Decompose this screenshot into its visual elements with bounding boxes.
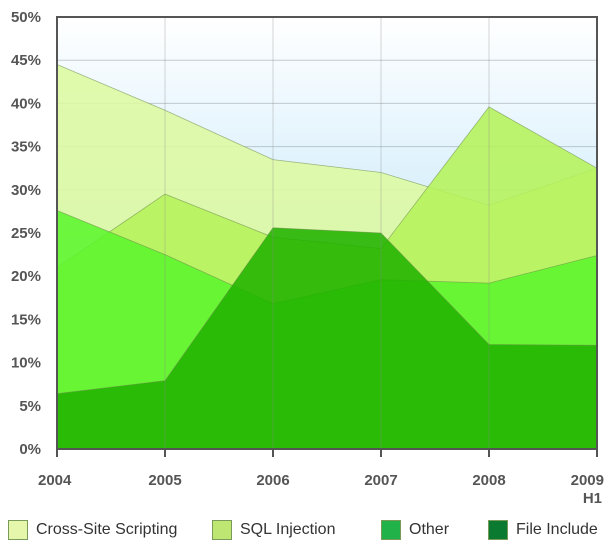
area-chart: 0% 5% 10% 15% 20% 25% 30% 35% 40% 45% 50% 2004 2005… [11, 9, 604, 507]
x-tick-label: 2005 [148, 472, 181, 489]
area-series-file-include [57, 227, 597, 449]
legend-swatch [8, 520, 28, 540]
legend-item-other: Other [381, 518, 449, 542]
y-tick-label: 35% [11, 139, 41, 156]
y-tick-label: 30% [11, 182, 41, 199]
y-tick-label: 15% [11, 311, 41, 328]
y-axis-ticks: 0% 5% 10% 15% 20% 25% 30% 35% 40% 45% 50% [11, 9, 41, 458]
legend-item-cross-site-scripting: Cross-Site Scripting [8, 518, 177, 542]
x-tick-label: 2007 [364, 472, 397, 489]
y-tick-label: 10% [11, 355, 41, 372]
y-tick-label: 0% [19, 441, 41, 458]
y-tick-label: 45% [11, 52, 41, 69]
legend-item-file-include: File Include [488, 518, 598, 542]
axes [56, 16, 598, 457]
legend-label: Cross-Site Scripting [36, 521, 178, 538]
legend-swatch [488, 520, 508, 540]
y-tick-label: 5% [19, 398, 41, 415]
y-tick-label: 25% [11, 225, 41, 242]
plot-frame [56, 16, 598, 450]
legend-swatch [381, 520, 401, 540]
legend-item-sql-injection: SQL Injection [212, 518, 335, 542]
legend-swatch [212, 520, 232, 540]
series-areas [56, 64, 598, 450]
x-tick-sublabel: H1 [583, 490, 602, 507]
x-tick-label: 2004 [38, 472, 72, 489]
x-tick-label: 2008 [472, 472, 505, 489]
y-tick-label: 40% [11, 95, 41, 112]
y-tick-label: 50% [11, 9, 41, 26]
series-line [56, 227, 598, 395]
chart-legend: Cross-Site Scripting SQL Injection Other… [0, 512, 615, 545]
y-tick-label: 20% [11, 268, 41, 285]
x-tick-label: 2009 [571, 472, 604, 489]
legend-label: SQL Injection [240, 521, 336, 538]
legend-label: File Include [516, 521, 598, 538]
x-tick-label: 2006 [256, 472, 289, 489]
legend-label: Other [409, 521, 450, 538]
